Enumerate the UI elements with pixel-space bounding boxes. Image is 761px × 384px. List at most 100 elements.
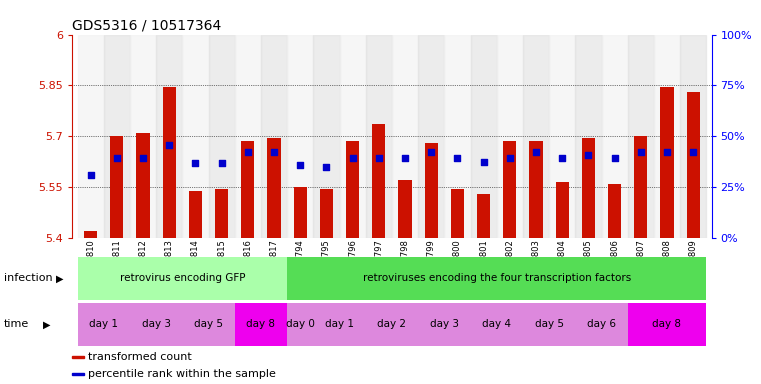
- Point: [687, 149, 699, 155]
- Bar: [183, 303, 234, 346]
- Bar: [110, 136, 123, 238]
- Text: ▶: ▶: [56, 273, 63, 283]
- Bar: [601, 35, 628, 238]
- Point: [504, 155, 516, 161]
- Bar: [477, 194, 490, 238]
- Text: day 1: day 1: [89, 319, 118, 329]
- Point: [242, 149, 254, 155]
- Bar: [78, 35, 103, 238]
- Point: [477, 159, 489, 165]
- Bar: [72, 373, 84, 375]
- Point: [84, 172, 97, 179]
- Bar: [267, 138, 281, 238]
- Bar: [503, 141, 517, 238]
- Bar: [530, 141, 543, 238]
- Bar: [241, 141, 254, 238]
- Point: [661, 149, 673, 155]
- Bar: [680, 35, 706, 238]
- Text: day 5: day 5: [535, 319, 564, 329]
- Point: [556, 155, 568, 161]
- Bar: [497, 35, 523, 238]
- Bar: [183, 35, 209, 238]
- Bar: [294, 187, 307, 238]
- Text: day 8: day 8: [652, 319, 682, 329]
- Point: [215, 161, 228, 167]
- Text: day 4: day 4: [482, 319, 511, 329]
- Bar: [346, 141, 359, 238]
- Bar: [209, 35, 234, 238]
- Bar: [628, 303, 706, 346]
- Bar: [418, 303, 470, 346]
- Bar: [661, 87, 673, 238]
- Bar: [234, 303, 287, 346]
- Bar: [78, 303, 130, 346]
- Text: time: time: [4, 319, 29, 329]
- Bar: [575, 303, 628, 346]
- Bar: [130, 35, 156, 238]
- Text: day 5: day 5: [194, 319, 223, 329]
- Bar: [287, 257, 706, 300]
- Bar: [320, 189, 333, 238]
- Text: day 1: day 1: [325, 319, 354, 329]
- Bar: [582, 138, 595, 238]
- Bar: [287, 35, 314, 238]
- Text: transformed count: transformed count: [88, 352, 192, 362]
- Bar: [575, 35, 601, 238]
- Bar: [523, 303, 575, 346]
- Point: [346, 155, 358, 161]
- Text: ▶: ▶: [43, 319, 51, 329]
- Bar: [549, 35, 575, 238]
- Bar: [72, 356, 84, 358]
- Bar: [451, 189, 464, 238]
- Bar: [399, 180, 412, 238]
- Text: day 3: day 3: [430, 319, 459, 329]
- Point: [189, 161, 202, 167]
- Bar: [215, 189, 228, 238]
- Point: [111, 155, 123, 161]
- Text: percentile rank within the sample: percentile rank within the sample: [88, 369, 276, 379]
- Bar: [163, 87, 176, 238]
- Point: [530, 149, 542, 155]
- Bar: [339, 35, 366, 238]
- Bar: [136, 133, 150, 238]
- Bar: [372, 124, 385, 238]
- Bar: [608, 184, 621, 238]
- Point: [320, 164, 333, 170]
- Text: retrovirus encoding GFP: retrovirus encoding GFP: [119, 273, 245, 283]
- Bar: [189, 190, 202, 238]
- Bar: [686, 92, 700, 238]
- Text: day 2: day 2: [377, 319, 406, 329]
- Bar: [392, 35, 418, 238]
- Bar: [261, 35, 287, 238]
- Bar: [103, 35, 130, 238]
- Point: [582, 152, 594, 158]
- Bar: [84, 231, 97, 238]
- Point: [635, 149, 647, 155]
- Bar: [425, 143, 438, 238]
- Point: [163, 142, 175, 148]
- Text: day 6: day 6: [587, 319, 616, 329]
- Point: [399, 155, 411, 161]
- Bar: [556, 182, 568, 238]
- Point: [295, 162, 307, 168]
- Point: [373, 155, 385, 161]
- Text: day 8: day 8: [247, 319, 275, 329]
- Bar: [366, 303, 418, 346]
- Bar: [78, 257, 287, 300]
- Bar: [470, 303, 523, 346]
- Point: [137, 155, 149, 161]
- Bar: [314, 303, 366, 346]
- Bar: [654, 35, 680, 238]
- Point: [451, 155, 463, 161]
- Point: [609, 155, 621, 161]
- Bar: [470, 35, 497, 238]
- Point: [425, 149, 438, 155]
- Bar: [444, 35, 470, 238]
- Text: retroviruses encoding the four transcription factors: retroviruses encoding the four transcrip…: [362, 273, 631, 283]
- Bar: [628, 35, 654, 238]
- Bar: [130, 303, 183, 346]
- Bar: [156, 35, 183, 238]
- Bar: [418, 35, 444, 238]
- Bar: [366, 35, 392, 238]
- Text: day 0: day 0: [286, 319, 314, 329]
